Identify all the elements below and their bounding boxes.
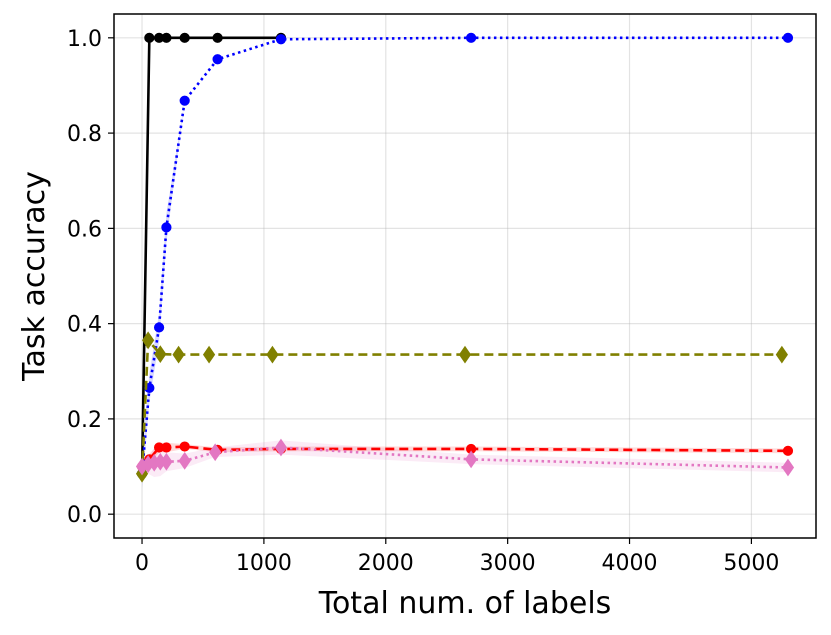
series-3-point (782, 445, 794, 456)
series-1-line (140, 36, 788, 474)
y-tick-label: 1.0 (67, 27, 102, 52)
series-1-band (142, 37, 788, 488)
y-tick-label: 0.2 (67, 408, 102, 433)
series-0-point (161, 32, 172, 43)
series-4-point (464, 450, 478, 469)
series-2-point (172, 345, 185, 364)
series-2-point (775, 345, 788, 364)
series-0-line (140, 36, 281, 474)
x-tick-label: 0 (135, 551, 149, 576)
series-2-point (154, 345, 167, 364)
series-3-point (179, 441, 190, 452)
y-tick-label: 0.4 (67, 313, 102, 338)
tick-layer: 0 1000 2000 3000 4000 5000 0.0 0.2 0.4 0.6 0.8 1.0 (67, 27, 779, 576)
x-tick-label: 5000 (723, 551, 779, 576)
plot-frame (113, 13, 817, 539)
series-1-point (465, 32, 477, 43)
x-axis-title: Total num. of labels (318, 586, 612, 621)
y-tick-label: 0.0 (67, 503, 102, 528)
series-1-point (275, 34, 287, 45)
series-4 (135, 438, 795, 477)
series-1-point (212, 54, 223, 65)
y-tick-label: 0.8 (67, 122, 102, 147)
series-4-point (178, 451, 191, 470)
band-layer (142, 37, 788, 488)
series-4-line (141, 446, 789, 469)
series-4-point (209, 443, 222, 462)
x-tick-label: 2000 (358, 551, 414, 576)
series-4-point (781, 458, 795, 477)
series-1 (136, 32, 794, 479)
series-4-point (274, 438, 288, 457)
series-1-point (179, 95, 190, 106)
series-1-point (153, 322, 165, 333)
y-tick-label: 0.6 (67, 217, 102, 242)
series-0-point (179, 32, 190, 43)
series-3-point (161, 442, 172, 453)
series-3-line (141, 445, 788, 468)
series-layer (135, 32, 795, 483)
series-2 (135, 331, 788, 483)
x-tick-label: 4000 (602, 551, 658, 576)
series-0-point (144, 32, 155, 43)
series-0-point (212, 32, 223, 43)
x-tick-label: 1000 (236, 551, 292, 576)
series-2-point (266, 345, 279, 364)
series-1-point (782, 32, 794, 43)
series-2-line (140, 339, 782, 474)
x-tick-label: 3000 (480, 551, 536, 576)
series-2-point (202, 345, 216, 364)
series-2-point (142, 331, 155, 350)
series-4-point (160, 452, 173, 471)
series-2-point (458, 345, 472, 364)
series-1-point (161, 222, 172, 233)
y-axis-title: Task accuracy (17, 171, 52, 382)
